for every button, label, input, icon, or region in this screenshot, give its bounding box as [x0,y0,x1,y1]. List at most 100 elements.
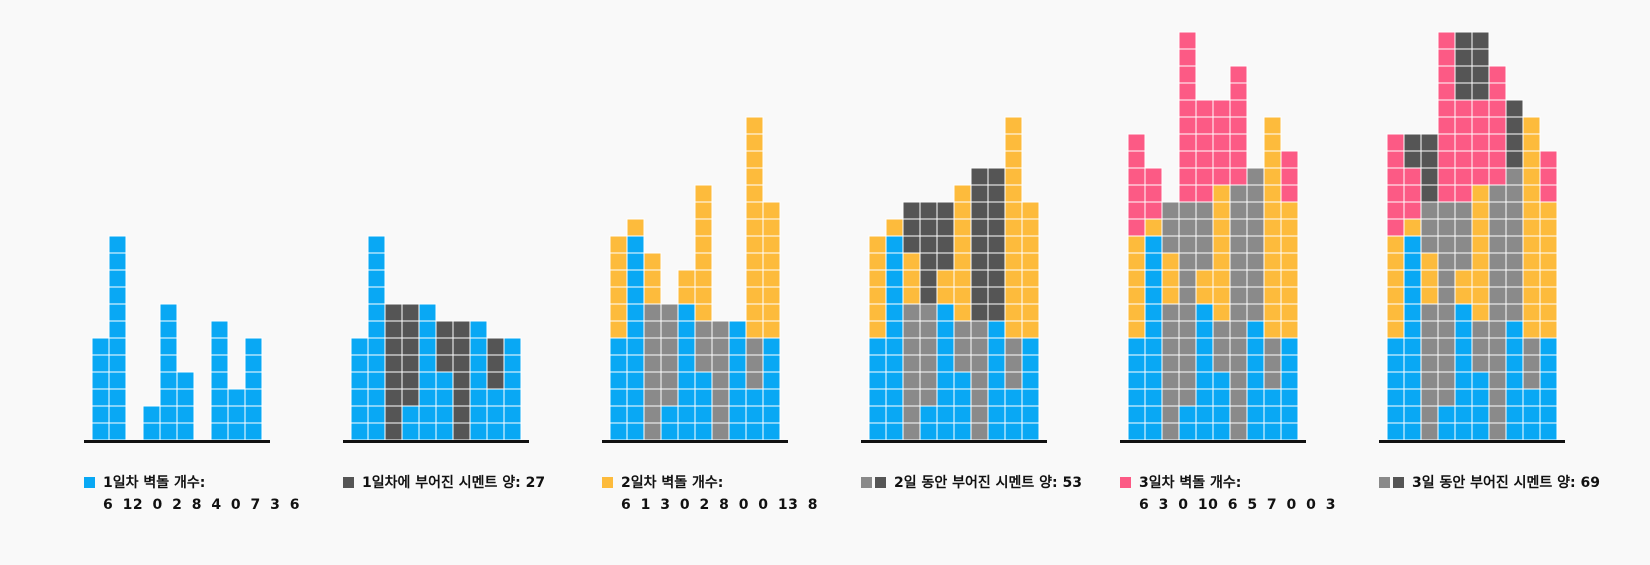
brick-cell-blue [1246,337,1265,356]
brick-cell-blue [1144,303,1163,322]
brick-cell-blue [626,235,645,254]
brick-cell-yellow [902,286,921,305]
panel-3 [602,116,788,443]
brick-cell-blue [108,337,127,356]
brick-cell-pink [1454,150,1473,169]
brick-cell-gray [1178,320,1197,339]
brick-cell-yellow [745,235,764,254]
brick-cell-blue [762,388,781,407]
brick-cell-blue [728,337,747,356]
brick-cell-gray [1505,252,1524,271]
brick-cell-blue [1144,354,1163,373]
brick-cell-blue [1403,371,1422,390]
brick-cell-blue [936,320,955,339]
brick-cell-yellow [1539,269,1558,288]
brick-cell-blue [626,354,645,373]
brick-cell-blue [1246,354,1265,373]
brick-cell-pink [1178,82,1197,101]
brick-cell-blue [609,371,628,390]
brick-cell-gray [902,388,921,407]
brick-cell-blue [868,422,887,441]
brick-cell-gray [970,354,989,373]
brick-cell-blue [1144,371,1163,390]
brick-cell-blue [1144,286,1163,305]
brick-cell-yellow [1539,303,1558,322]
brick-cell-blue [91,405,110,424]
brick-cell-gray [1229,337,1248,356]
brick-cell-pink [1195,167,1214,186]
brick-cell-blue [626,388,645,407]
brick-cell-yellow [1263,252,1282,271]
brick-cell-yellow [1386,286,1405,305]
brick-cell-blue [694,405,713,424]
brick-cell-yellow [1161,269,1180,288]
panel-2 [343,235,529,443]
brick-cell-blue [1144,320,1163,339]
brick-cell-pink [1454,133,1473,152]
brick-cell-blue [367,252,386,271]
brick-cell-dark [919,286,938,305]
brick-cell-blue [936,337,955,356]
brick-cell-blue [1505,371,1524,390]
brick-cell-blue [1127,388,1146,407]
brick-cell-blue [626,405,645,424]
brick-cell-blue [350,354,369,373]
brick-cell-blue [677,371,696,390]
brick-cell-dark [435,354,454,373]
brick-cell-blue [108,422,127,441]
brick-cell-blue [745,405,764,424]
legend-row: 2일차 벽돌 개수: [602,472,818,492]
brick-cell-yellow [609,320,628,339]
brick-cell-blue [762,354,781,373]
brick-cell-blue [1454,337,1473,356]
brick-cell-blue [885,405,904,424]
brick-cell-blue [919,422,938,441]
brick-cell-dark [384,354,403,373]
brick-cell-blue [953,405,972,424]
brick-cell-blue [1454,422,1473,441]
brick-cell-blue [1280,422,1299,441]
brick-cell-gray [970,337,989,356]
brick-cell-dark [1403,150,1422,169]
brick-cell-gray [1195,218,1214,237]
brick-cell-blue [159,422,178,441]
brick-cell-pink [1127,218,1146,237]
brick-cell-blue [1021,422,1040,441]
brick-cell-gray [902,354,921,373]
brick-cell-yellow [745,303,764,322]
brick-cell-blue [176,405,195,424]
brick-cell-pink [1195,150,1214,169]
brick-cell-yellow [694,235,713,254]
brick-cell-yellow [609,286,628,305]
brick-cell-dark [902,235,921,254]
brick-cell-pink [1280,167,1299,186]
legend-row: 3일 동안 부어진 시멘트 양: 69 [1379,472,1600,492]
brick-cell-pink [1229,167,1248,186]
brick-cell-yellow [1522,252,1541,271]
brick-cell-gray [1505,269,1524,288]
brick-cell-blue [418,422,437,441]
legend-swatch-yellow [602,476,613,488]
brick-cell-yellow [762,320,781,339]
brick-cell-yellow [745,252,764,271]
brick-cell-dark [1454,82,1473,101]
brick-cell-gray [1246,252,1265,271]
brick-cell-blue [503,354,522,373]
brick-cell-dark [401,354,420,373]
brick-cell-gray [1178,269,1197,288]
brick-cell-blue [1280,405,1299,424]
brick-cell-blue [367,269,386,288]
brick-cell-gray [1229,371,1248,390]
brick-cell-gray [1420,405,1439,424]
brick-cell-gray [1488,184,1507,203]
brick-cell-yellow [1263,116,1282,135]
brick-cell-yellow [643,252,662,271]
brick-cell-gray [1161,405,1180,424]
brick-cell-blue [91,388,110,407]
brick-cell-blue [503,405,522,424]
brick-cell-dark [452,354,471,373]
brick-cell-blue [176,422,195,441]
brick-cell-blue [626,269,645,288]
brick-cell-blue [244,405,263,424]
brick-cell-blue [469,320,488,339]
